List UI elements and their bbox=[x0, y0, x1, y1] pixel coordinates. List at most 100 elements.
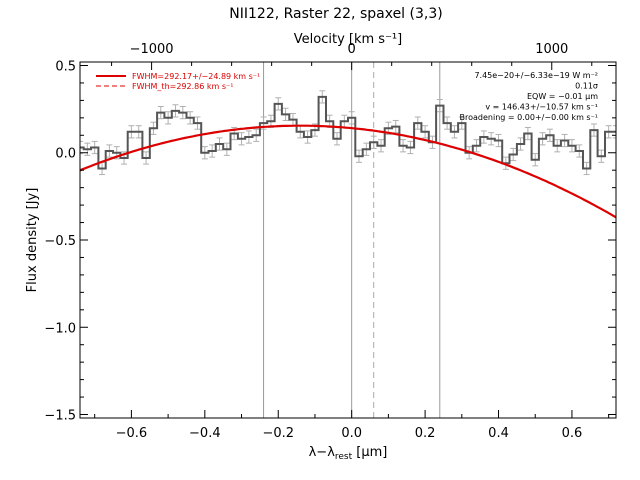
data-point-39 bbox=[365, 148, 368, 151]
data-point-71 bbox=[600, 155, 603, 158]
annotation-3: v = 146.43+/−10.57 km s⁻¹ bbox=[485, 103, 598, 112]
legend: FWHM=292.17+/−24.89 km s⁻¹FWHM_th=292.86… bbox=[96, 72, 260, 91]
fit-line bbox=[80, 124, 616, 219]
data-point-70 bbox=[593, 129, 595, 131]
data-point-65 bbox=[556, 144, 559, 147]
data-point-12 bbox=[167, 117, 169, 119]
legend-label-0: FWHM=292.17+/−24.89 km s⁻¹ bbox=[132, 72, 260, 81]
x-tick-label-5: 0.4 bbox=[488, 426, 509, 441]
data-point-22 bbox=[240, 137, 243, 140]
data-point-21 bbox=[233, 132, 235, 135]
data-point-56 bbox=[490, 137, 492, 140]
data-point-24 bbox=[255, 134, 258, 137]
data-point-44 bbox=[402, 144, 404, 147]
data-point-26 bbox=[270, 120, 272, 123]
x-tick-label-1: −0.4 bbox=[189, 426, 221, 441]
data-point-13 bbox=[174, 110, 177, 112]
data-point-43 bbox=[394, 125, 397, 128]
data-point-64 bbox=[549, 134, 551, 137]
x-tick-label-3: 0.0 bbox=[341, 426, 362, 441]
y-tick-label-4: 0.5 bbox=[55, 59, 76, 74]
x-tick-label-0: −0.6 bbox=[116, 426, 148, 441]
annotation-4: Broadening = 0.00+/−0.00 km s⁻¹ bbox=[460, 113, 598, 122]
data-point-20 bbox=[226, 148, 228, 151]
fit-series bbox=[80, 124, 616, 219]
x-axis-label-subscript: rest bbox=[335, 452, 353, 462]
data-point-38 bbox=[358, 155, 360, 158]
chart-title: NII122, Raster 22, spaxel (3,3) bbox=[229, 6, 442, 22]
x-axis-label-unit: [μm] bbox=[352, 445, 387, 460]
data-point-28 bbox=[284, 113, 287, 116]
top-tick-label-1: 0 bbox=[348, 42, 356, 57]
data-point-66 bbox=[563, 139, 566, 142]
y-tick-label-0: −1.5 bbox=[44, 409, 76, 424]
data-point-49 bbox=[438, 104, 441, 107]
data-point-4 bbox=[108, 150, 111, 152]
spectrum-series bbox=[80, 95, 616, 170]
data-point-50 bbox=[446, 122, 448, 124]
top-tick-label-0: −1000 bbox=[130, 42, 174, 57]
data-point-67 bbox=[571, 144, 573, 147]
data-point-55 bbox=[483, 136, 485, 138]
axis-ticks: −0.6 −0.4 −0.2 0.0 0.2 0.4 0.6 −1.5 −1.0 −0.5 0.0 0… bbox=[44, 42, 616, 441]
data-point-27 bbox=[277, 103, 280, 105]
data-point-3 bbox=[101, 167, 103, 170]
x-axis-label: λ−λrest [μm] bbox=[309, 445, 388, 462]
data-point-57 bbox=[497, 139, 500, 142]
data-point-54 bbox=[475, 144, 478, 147]
y-tick-label-2: −0.5 bbox=[44, 234, 76, 249]
y-tick-label-3: 0.0 bbox=[55, 147, 76, 162]
data-point-18 bbox=[211, 150, 213, 152]
data-point-15 bbox=[189, 117, 191, 119]
y-tick-label-1: −1.0 bbox=[44, 321, 76, 336]
data-point-9 bbox=[145, 157, 147, 159]
top-axis-label: Velocity [km s⁻¹] bbox=[294, 32, 402, 47]
data-point-59 bbox=[512, 153, 515, 156]
data-point-6 bbox=[123, 157, 125, 159]
data-point-51 bbox=[453, 131, 456, 133]
data-point-2 bbox=[93, 146, 96, 149]
data-point-1 bbox=[86, 148, 89, 151]
data-point-31 bbox=[306, 136, 309, 138]
data-point-40 bbox=[372, 141, 375, 144]
x-tick-label-2: −0.2 bbox=[262, 426, 294, 441]
data-point-34 bbox=[328, 120, 331, 123]
data-point-42 bbox=[387, 127, 390, 130]
data-point-8 bbox=[137, 131, 140, 133]
data-point-61 bbox=[527, 132, 529, 135]
top-tick-label-2: 1000 bbox=[535, 42, 568, 57]
data-point-52 bbox=[461, 122, 463, 124]
data-point-10 bbox=[152, 127, 155, 130]
data-point-33 bbox=[321, 96, 324, 98]
data-point-7 bbox=[130, 131, 133, 133]
data-point-19 bbox=[218, 143, 221, 145]
data-point-41 bbox=[380, 144, 382, 147]
data-point-47 bbox=[424, 131, 426, 133]
annotation-1: 0.11σ bbox=[575, 82, 598, 91]
data-point-46 bbox=[416, 122, 419, 124]
data-point-72 bbox=[607, 131, 610, 133]
data-point-29 bbox=[292, 118, 294, 121]
x-axis-label-main: λ−λ bbox=[309, 445, 336, 460]
data-point-17 bbox=[204, 151, 206, 154]
data-point-69 bbox=[585, 167, 588, 170]
data-point-30 bbox=[299, 131, 302, 133]
data-point-63 bbox=[541, 137, 544, 140]
data-point-68 bbox=[578, 150, 581, 152]
data-point-62 bbox=[534, 158, 537, 161]
data-point-36 bbox=[343, 120, 346, 123]
x-tick-label-6: 0.6 bbox=[562, 426, 583, 441]
legend-label-1: FWHM_th=292.86 km s⁻¹ bbox=[132, 82, 233, 91]
x-tick-label-4: 0.2 bbox=[415, 426, 436, 441]
data-point-23 bbox=[248, 136, 250, 138]
y-axis-label: Flux density [Jy] bbox=[25, 188, 40, 293]
data-point-32 bbox=[314, 129, 316, 131]
data-point-14 bbox=[181, 111, 184, 114]
data-point-60 bbox=[519, 143, 522, 145]
data-point-35 bbox=[336, 137, 338, 140]
data-point-5 bbox=[115, 151, 118, 154]
data-point-25 bbox=[262, 122, 265, 124]
data-point-11 bbox=[159, 111, 162, 114]
